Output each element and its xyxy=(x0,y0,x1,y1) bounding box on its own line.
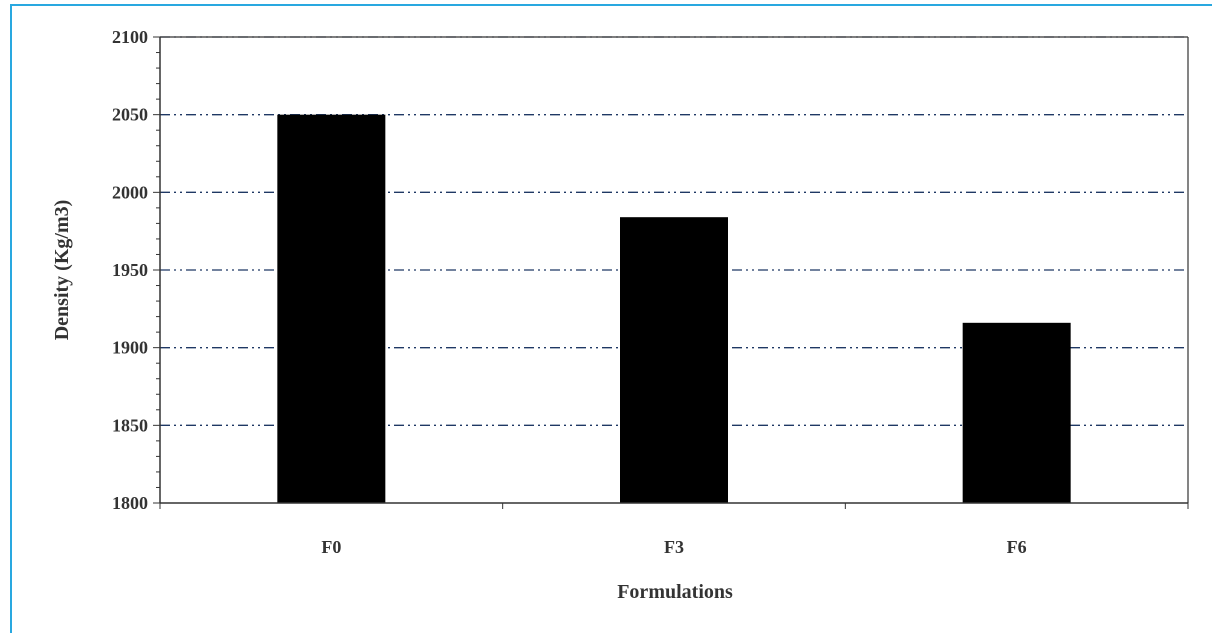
bar-f0 xyxy=(277,114,386,504)
frame-top-border xyxy=(10,4,1212,6)
y-tick-label-2000: 2000 xyxy=(112,182,148,202)
y-tick-labels: 1800 1850 1900 1950 2000 2050 2100 xyxy=(112,27,148,513)
bars xyxy=(277,114,1071,504)
y-tick-label-2050: 2050 xyxy=(112,105,148,125)
y-tick-label-2100: 2100 xyxy=(112,27,148,47)
bar-f6 xyxy=(962,322,1071,503)
x-tick-labels: F0 F3 F6 xyxy=(321,537,1026,557)
frame-left-border xyxy=(10,4,12,633)
x-tick-label-f6: F6 xyxy=(1007,537,1027,557)
y-axis-title: Density (Kg/m3) xyxy=(51,200,73,341)
bar-f3 xyxy=(620,217,728,504)
y-tick-label-1900: 1900 xyxy=(112,338,148,358)
y-tick-label-1950: 1950 xyxy=(112,260,148,280)
x-tick-label-f3: F3 xyxy=(664,537,684,557)
y-tick-label-1800: 1800 xyxy=(112,493,148,513)
y-tick-label-1850: 1850 xyxy=(112,415,148,435)
x-axis-title: Formulations xyxy=(617,581,733,603)
axes xyxy=(153,36,1189,509)
x-tick-label-f0: F0 xyxy=(321,537,341,557)
